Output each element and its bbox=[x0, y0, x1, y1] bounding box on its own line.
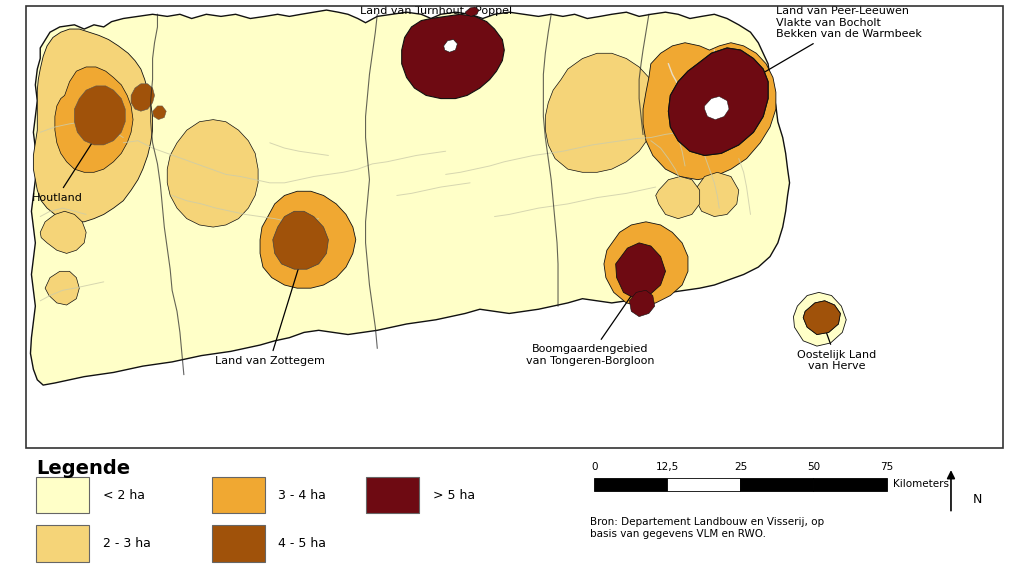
FancyBboxPatch shape bbox=[212, 476, 265, 513]
Polygon shape bbox=[803, 301, 840, 335]
FancyBboxPatch shape bbox=[366, 476, 419, 513]
Polygon shape bbox=[604, 222, 687, 306]
FancyBboxPatch shape bbox=[36, 476, 89, 513]
Polygon shape bbox=[55, 67, 133, 172]
Text: 4 - 5 ha: 4 - 5 ha bbox=[278, 537, 326, 550]
Text: Houtland: Houtland bbox=[32, 136, 96, 203]
Polygon shape bbox=[668, 48, 768, 155]
Text: Legende: Legende bbox=[36, 459, 130, 478]
Polygon shape bbox=[31, 10, 790, 385]
Text: 50: 50 bbox=[807, 462, 820, 472]
FancyBboxPatch shape bbox=[36, 525, 89, 563]
Text: Land van Turnhout - Poppel: Land van Turnhout - Poppel bbox=[360, 6, 512, 54]
Polygon shape bbox=[545, 53, 659, 172]
FancyBboxPatch shape bbox=[212, 525, 265, 563]
Text: > 5 ha: > 5 ha bbox=[433, 489, 475, 502]
Text: < 2 ha: < 2 ha bbox=[102, 489, 144, 502]
Polygon shape bbox=[260, 191, 356, 288]
Polygon shape bbox=[794, 292, 846, 346]
Text: Bron: Departement Landbouw en Visserij, op
basis van gegevens VLM en RWO.: Bron: Departement Landbouw en Visserij, … bbox=[590, 517, 825, 539]
Polygon shape bbox=[465, 7, 479, 16]
Polygon shape bbox=[616, 243, 666, 299]
Text: Kilometers: Kilometers bbox=[893, 479, 949, 489]
Text: Land van Zottegem: Land van Zottegem bbox=[215, 254, 324, 366]
Text: N: N bbox=[973, 493, 982, 506]
Polygon shape bbox=[668, 48, 768, 155]
Polygon shape bbox=[34, 29, 152, 222]
Text: Boomgaardengebied
van Tongeren-Borgloon: Boomgaardengebied van Tongeren-Borgloon bbox=[526, 278, 655, 366]
Text: Land van Peer-Leeuwen
Vlakte van Bocholt
Bekken van de Warmbeek: Land van Peer-Leeuwen Vlakte van Bocholt… bbox=[723, 6, 922, 97]
Polygon shape bbox=[402, 14, 504, 98]
Polygon shape bbox=[444, 40, 457, 52]
Polygon shape bbox=[167, 120, 258, 227]
Polygon shape bbox=[705, 97, 729, 120]
Bar bbox=[667, 478, 741, 491]
Polygon shape bbox=[152, 106, 167, 120]
Polygon shape bbox=[45, 271, 80, 305]
Polygon shape bbox=[75, 86, 125, 145]
Polygon shape bbox=[695, 172, 739, 217]
Polygon shape bbox=[40, 212, 86, 253]
Polygon shape bbox=[643, 43, 775, 180]
Bar bbox=[594, 478, 667, 491]
Bar bbox=[813, 478, 887, 491]
Polygon shape bbox=[656, 176, 700, 219]
Text: 3 - 4 ha: 3 - 4 ha bbox=[278, 489, 326, 502]
Polygon shape bbox=[273, 212, 328, 269]
Polygon shape bbox=[131, 84, 154, 111]
Text: 12,5: 12,5 bbox=[656, 462, 679, 472]
Text: 2 - 3 ha: 2 - 3 ha bbox=[102, 537, 150, 550]
Bar bbox=[741, 478, 813, 491]
Polygon shape bbox=[803, 301, 840, 335]
Polygon shape bbox=[629, 290, 655, 316]
Text: 0: 0 bbox=[591, 462, 597, 472]
Text: 75: 75 bbox=[880, 462, 893, 472]
Text: Oostelijk Land
van Herve: Oostelijk Land van Herve bbox=[797, 323, 876, 372]
Text: 25: 25 bbox=[733, 462, 747, 472]
